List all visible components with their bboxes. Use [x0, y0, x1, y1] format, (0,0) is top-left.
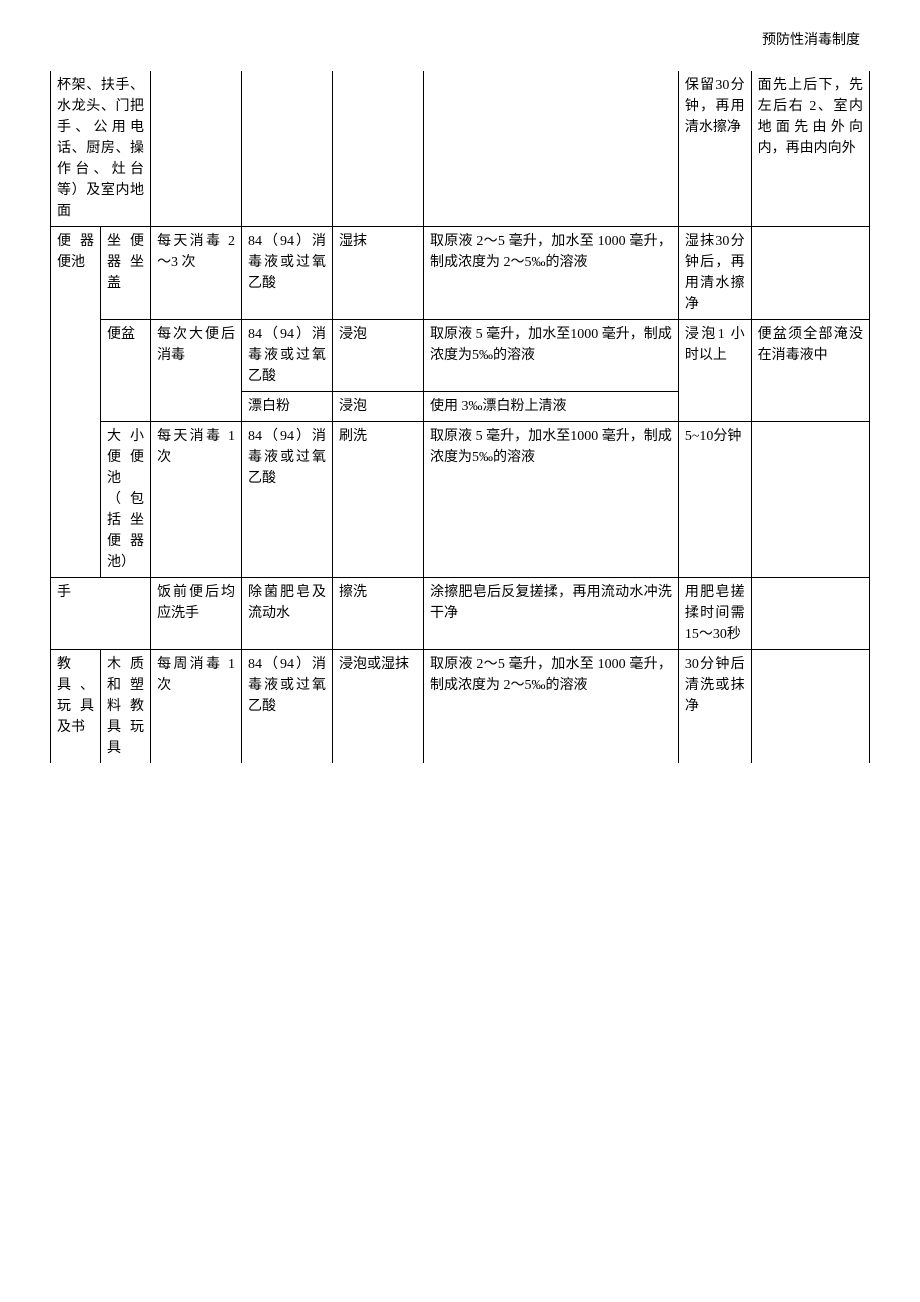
table-cell: 浸泡 [333, 320, 424, 392]
table-cell: 保留30分钟，再用清水擦净 [678, 71, 751, 227]
table-cell: 面先上后下，先左后右 2、室内地面先由外向内，再由内向外 [751, 71, 869, 227]
table-cell: 浸泡 [333, 392, 424, 422]
table-cell [751, 578, 869, 650]
table-cell: 每天消毒 1 次 [151, 422, 242, 578]
table-cell: 湿抹 [333, 227, 424, 320]
table-cell [751, 422, 869, 578]
table-cell: 每天消毒 2～3 次 [151, 227, 242, 320]
table-cell: 坐便器坐盖 [101, 227, 151, 320]
table-cell: 刷洗 [333, 422, 424, 578]
table-cell: 擦洗 [333, 578, 424, 650]
table-cell: 取原液 2～5 毫升，加水至 1000 毫升，制成浓度为 2～5‰的溶液 [424, 227, 679, 320]
table-cell: 取原液 5 毫升，加水至1000 毫升，制成浓度为5‰的溶液 [424, 320, 679, 392]
table-cell: 便盆须全部淹没在消毒液中 [751, 320, 869, 422]
table-cell: 84（94）消毒液或过氧乙酸 [242, 650, 333, 764]
table-cell [751, 650, 869, 764]
table-cell: 大小便便池（包括坐便器池） [101, 422, 151, 578]
table-cell [151, 71, 242, 227]
table-cell: 每周消毒 1 次 [151, 650, 242, 764]
table-cell: 教具、玩具及书 [51, 650, 101, 764]
table-cell: 取原液 2～5 毫升，加水至 1000 毫升，制成浓度为 2～5‰的溶液 [424, 650, 679, 764]
table-cell: 湿抹30分钟后，再用清水擦净 [678, 227, 751, 320]
table-cell: 取原液 5 毫升，加水至1000 毫升，制成浓度为5‰的溶液 [424, 422, 679, 578]
table-cell: 饭前便后均应洗手 [151, 578, 242, 650]
table-cell [424, 71, 679, 227]
table-cell: 便器便池 [51, 227, 101, 578]
table-row: 手饭前便后均应洗手除菌肥皂及流动水擦洗涂擦肥皂后反复搓揉，再用流动水冲洗干净用肥… [51, 578, 870, 650]
table-cell: 5~10分钟 [678, 422, 751, 578]
table-cell: 每次大便后消毒 [151, 320, 242, 422]
table-cell: 便盆 [101, 320, 151, 422]
table-cell: 使用 3‰漂白粉上清液 [424, 392, 679, 422]
table-cell: 浸泡1 小时以上 [678, 320, 751, 422]
disinfection-table: 杯架、扶手、水龙头、门把手、公用电话、厨房、操作台、灶台等）及室内地面 保留30分… [50, 71, 870, 763]
table-cell [242, 71, 333, 227]
table-cell [751, 227, 869, 320]
table-row: 便盆每次大便后消毒84（94）消毒液或过氧乙酸浸泡取原液 5 毫升，加水至100… [51, 320, 870, 392]
table-cell: 涂擦肥皂后反复搓揉，再用流动水冲洗干净 [424, 578, 679, 650]
table-cell: 除菌肥皂及流动水 [242, 578, 333, 650]
table-cell: 84（94）消毒液或过氧乙酸 [242, 227, 333, 320]
table-cell: 用肥皂搓揉时间需15～30秒 [678, 578, 751, 650]
table-cell: 木质和塑料教具玩具 [101, 650, 151, 764]
table-cell: 手 [51, 578, 151, 650]
table-cell: 杯架、扶手、水龙头、门把手、公用电话、厨房、操作台、灶台等）及室内地面 [51, 71, 151, 227]
table-row: 便器便池坐便器坐盖每天消毒 2～3 次84（94）消毒液或过氧乙酸湿抹取原液 2… [51, 227, 870, 320]
table-row: 大小便便池（包括坐便器池）每天消毒 1 次84（94）消毒液或过氧乙酸刷洗取原液… [51, 422, 870, 578]
page-header: 预防性消毒制度 [50, 30, 870, 51]
table-cell: 84（94）消毒液或过氧乙酸 [242, 320, 333, 392]
table-cell: 浸泡或湿抹 [333, 650, 424, 764]
table-row: 杯架、扶手、水龙头、门把手、公用电话、厨房、操作台、灶台等）及室内地面 保留30分… [51, 71, 870, 227]
table-cell [333, 71, 424, 227]
table-cell: 84（94）消毒液或过氧乙酸 [242, 422, 333, 578]
table-row: 教具、玩具及书木质和塑料教具玩具每周消毒 1 次84（94）消毒液或过氧乙酸浸泡… [51, 650, 870, 764]
table-cell: 漂白粉 [242, 392, 333, 422]
table-cell: 30分钟后清洗或抹净 [678, 650, 751, 764]
